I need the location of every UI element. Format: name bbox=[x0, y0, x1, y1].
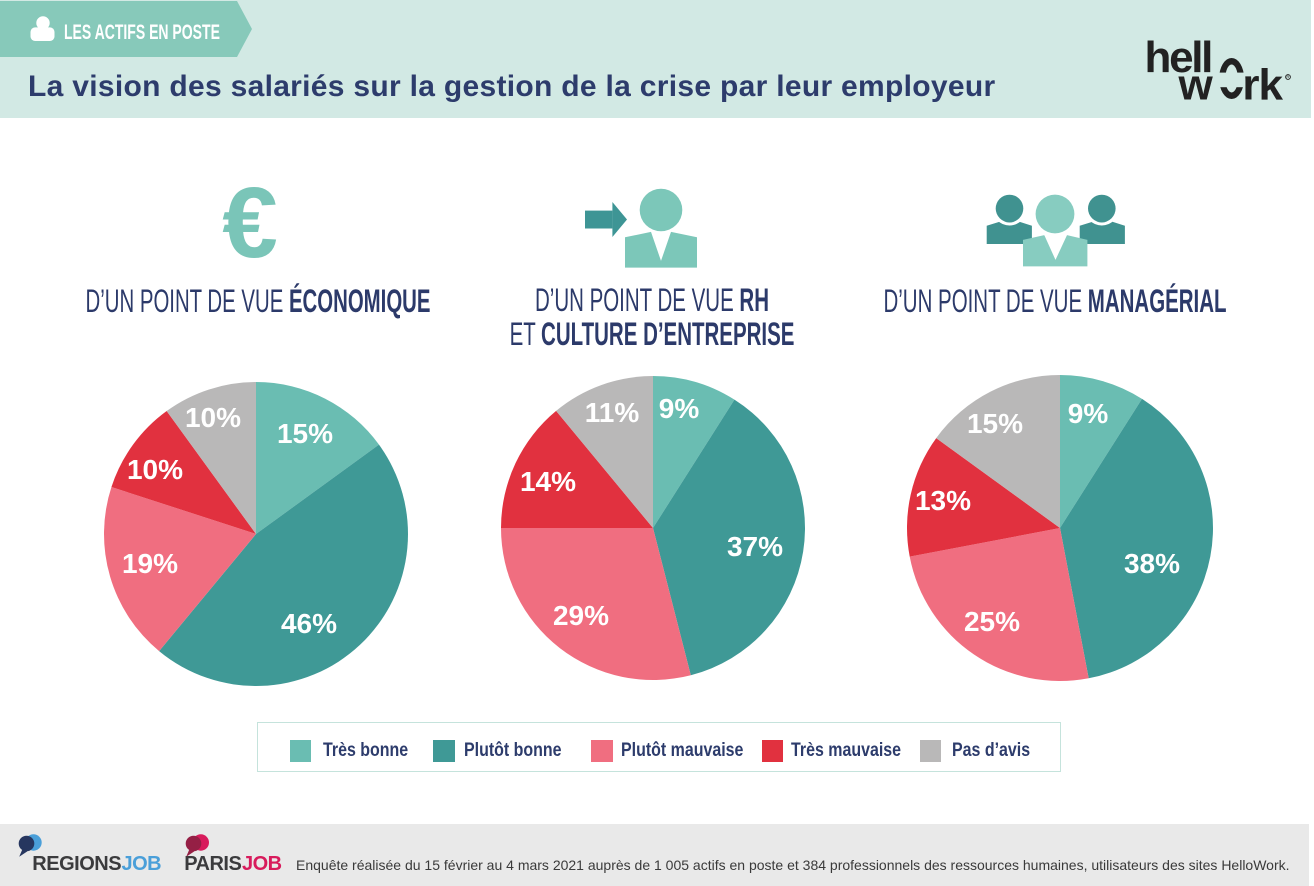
svg-text:hell: hell bbox=[1145, 33, 1212, 82]
svg-text:w: w bbox=[1178, 60, 1214, 109]
svg-text:R: R bbox=[1286, 75, 1290, 80]
svg-text:JOB: JOB bbox=[242, 853, 282, 875]
svg-text:PARIS: PARIS bbox=[184, 853, 241, 875]
svg-text:rk: rk bbox=[1242, 60, 1283, 109]
svg-text:REGIONS: REGIONS bbox=[32, 853, 121, 875]
svg-text:JOB: JOB bbox=[122, 853, 162, 875]
